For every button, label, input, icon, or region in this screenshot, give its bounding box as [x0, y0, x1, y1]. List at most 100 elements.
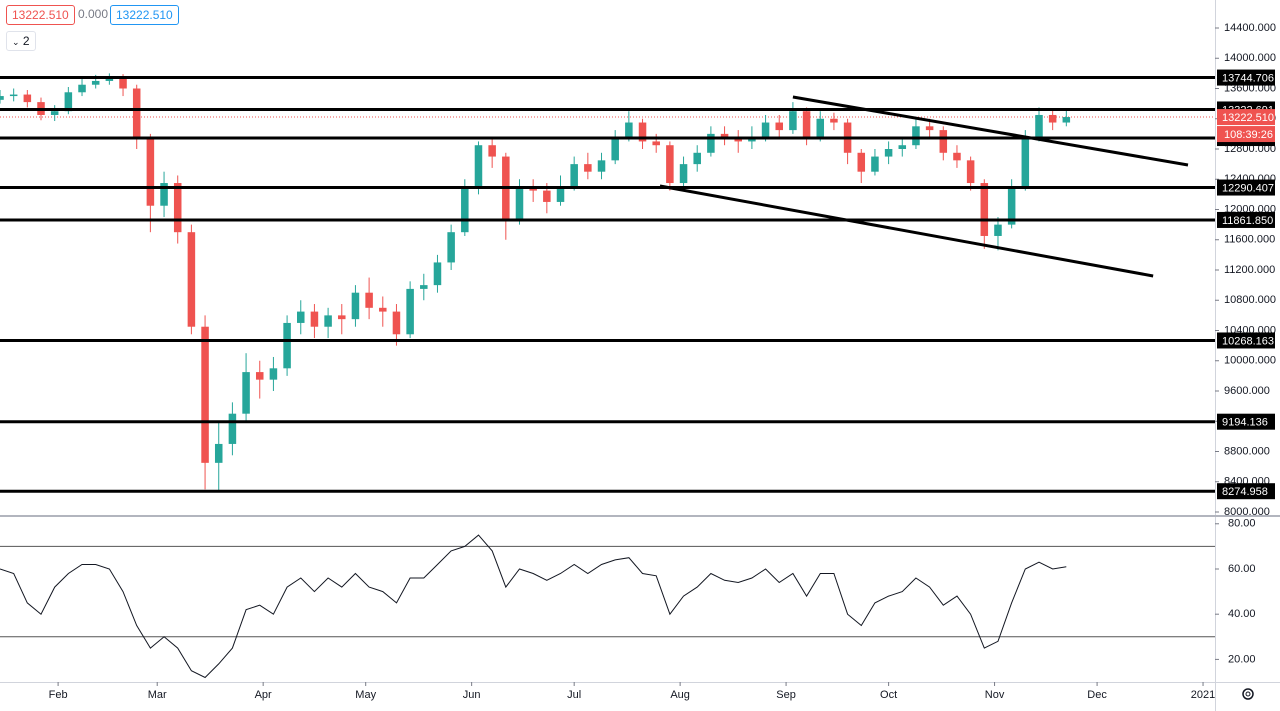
- candle-body: [570, 164, 578, 187]
- x-tick-label: Dec: [1087, 689, 1107, 701]
- y-tick-label: 8800.000: [1224, 445, 1270, 457]
- candle-body: [474, 145, 483, 187]
- candle-body: [515, 186, 524, 221]
- candle-body: [310, 311, 319, 327]
- candle-body: [119, 76, 127, 89]
- gear[interactable]: [1242, 688, 1254, 700]
- candle-body: [1048, 114, 1057, 123]
- x-tick-label: Nov: [985, 689, 1005, 701]
- candle-body: [775, 122, 783, 131]
- candle-body: [201, 326, 209, 463]
- candle-body: [925, 126, 934, 131]
- candle-body: [693, 152, 701, 165]
- candle-body: [871, 156, 879, 172]
- candle-body: [1021, 137, 1030, 187]
- level-label-box: [1217, 483, 1275, 500]
- y-tick-label: 10000.000: [1224, 355, 1276, 367]
- candle-body: [966, 160, 975, 184]
- indicator-count: 2: [22, 34, 30, 48]
- rsi-tick-label: 80.00: [1228, 518, 1256, 530]
- candle-body: [679, 164, 688, 184]
- candle-body: [543, 190, 551, 202]
- candle-body: [912, 126, 920, 146]
- candle-body: [420, 285, 428, 289]
- candle-body: [611, 137, 619, 161]
- settings-icon[interactable]: [1242, 688, 1254, 700]
- candle-body: [78, 84, 86, 93]
- candle-body: [9, 94, 18, 97]
- value-box: 13222.510: [110, 5, 179, 25]
- candle-body: [666, 145, 674, 184]
- level-label-box: [1217, 69, 1275, 86]
- candle-body: [884, 149, 893, 157]
- candle-body: [761, 122, 770, 138]
- x-tick-label: Apr: [255, 689, 272, 701]
- x-tick-label: Oct: [880, 689, 897, 701]
- candle-body: [269, 368, 278, 380]
- candle-body: [242, 372, 250, 414]
- level-label-box: [1217, 413, 1275, 430]
- candle-body: [228, 413, 237, 444]
- candle-body: [707, 133, 715, 153]
- candle-body: [720, 133, 729, 138]
- candle-body: [816, 118, 825, 138]
- candle-body: [1062, 117, 1071, 123]
- candle-body: [324, 315, 332, 327]
- candle-body: [597, 160, 606, 172]
- candle-body: [214, 443, 223, 463]
- candle-body: [898, 145, 907, 149]
- level-label: 12290.407: [1222, 182, 1274, 194]
- candle-body: [734, 137, 742, 142]
- candle-body: [830, 118, 838, 123]
- level-label-box: [1217, 179, 1275, 196]
- collapse-button[interactable]: ⌄ 2: [6, 31, 36, 51]
- y-tick-label: 8000.000: [1224, 506, 1270, 518]
- candle-body: [173, 183, 182, 233]
- level-label: 13744.706: [1222, 72, 1274, 84]
- candle-body: [338, 315, 346, 320]
- level-label: 8274.958: [1222, 486, 1268, 498]
- x-tick-label: Mar: [148, 689, 167, 701]
- candle-body: [50, 111, 59, 115]
- price-box: 13222.510: [6, 5, 75, 25]
- candle-body: [625, 122, 633, 138]
- candle-body: [64, 92, 73, 112]
- trend-line: [792, 95, 1189, 167]
- candle-body: [939, 130, 948, 153]
- candle-body: [1035, 114, 1043, 138]
- candle-body: [365, 292, 373, 308]
- candle-body: [187, 232, 196, 327]
- x-tick-label: Jul: [567, 689, 581, 701]
- x-tick-label: 2021: [1191, 689, 1215, 701]
- candle-body: [1007, 186, 1016, 225]
- candle-body: [584, 164, 592, 172]
- candle-body: [283, 322, 291, 369]
- countdown: 108:39:26: [1224, 129, 1273, 141]
- rsi-line: [0, 534, 1067, 679]
- y-tick-label: 14000.000: [1224, 52, 1276, 64]
- candle-body: [857, 152, 866, 172]
- x-tick-label: May: [355, 689, 376, 701]
- rsi-tick-label: 60.00: [1228, 563, 1256, 575]
- y-tick-label: 10800.000: [1224, 294, 1276, 306]
- candle-body: [91, 80, 100, 85]
- x-tick-label: Jun: [463, 689, 481, 701]
- candle-body: [160, 183, 168, 206]
- level-label-box: [1217, 332, 1275, 349]
- x-tick-label: Aug: [670, 689, 690, 701]
- last-price-box: [1217, 109, 1275, 126]
- candle-body: [132, 88, 141, 138]
- x-tick-label: Sep: [776, 689, 796, 701]
- candle-body: [953, 152, 961, 161]
- candle-body: [23, 94, 32, 103]
- candle-body: [146, 137, 155, 206]
- level-label: 11861.850: [1222, 215, 1273, 227]
- y-tick-label: 11200.000: [1224, 264, 1275, 276]
- change: 0.000: [78, 7, 109, 21]
- candle-body: [447, 232, 455, 263]
- gear-hub[interactable]: [1245, 691, 1251, 697]
- candle-body: [638, 122, 647, 142]
- rsi-tick-label: 20.00: [1228, 653, 1256, 665]
- candle-body: [802, 111, 811, 138]
